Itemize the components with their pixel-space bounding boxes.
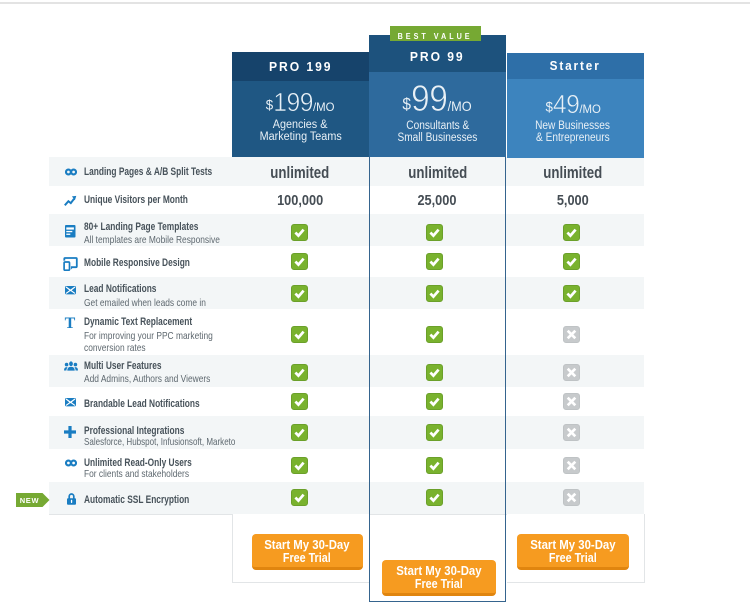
svg-text:NEW: NEW [20, 496, 40, 505]
